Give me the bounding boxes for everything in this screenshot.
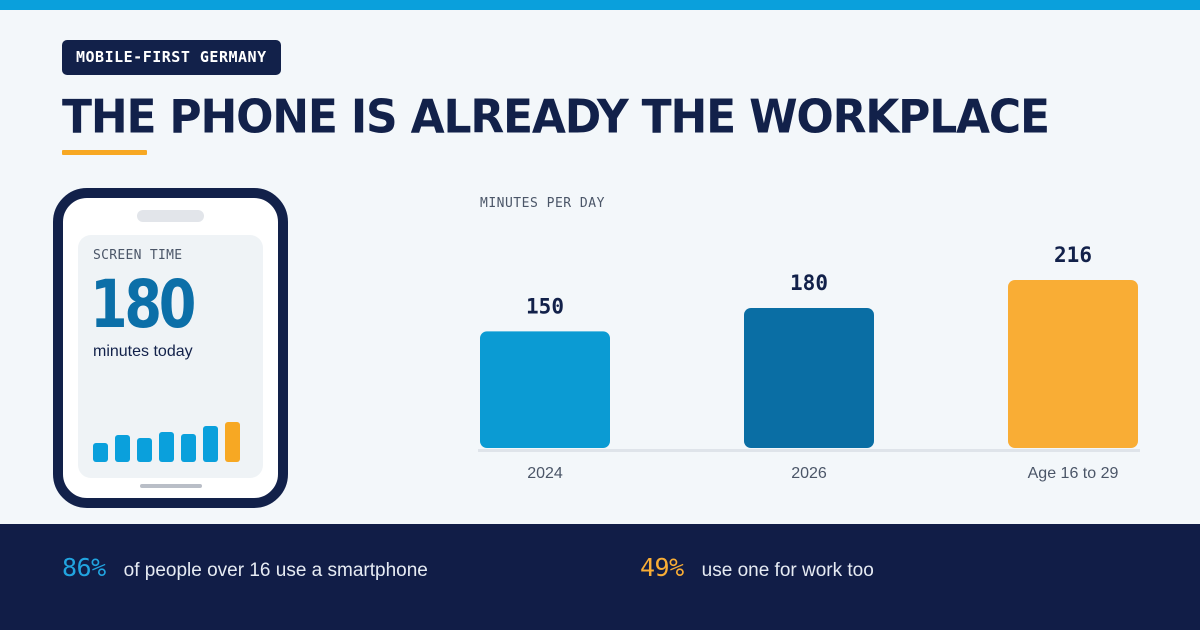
mini-bar (203, 426, 218, 462)
stat-text: use one for work too (701, 560, 874, 581)
eyebrow-tag: MOBILE-FIRST GERMANY (62, 40, 281, 75)
stat-text: of people over 16 use a smartphone (123, 560, 428, 581)
stat-value: 86% (62, 553, 106, 582)
screen-time-caption: minutes today (93, 343, 193, 360)
chart-baseline (478, 449, 1140, 452)
stat-smartphone-users: 86% of people over 16 use a smartphone (62, 553, 428, 582)
mini-bar (93, 443, 108, 462)
phone-illustration: SCREEN TIME 180 minutes today (53, 188, 288, 508)
phone-home-indicator (140, 484, 202, 488)
footer-stats-band: 86% of people over 16 use a smartphone 4… (0, 524, 1200, 630)
chart-title: MINUTES PER DAY (480, 196, 605, 211)
category-label: 2026 (791, 465, 827, 482)
mini-bar (159, 432, 174, 462)
screen-time-value: 180 (90, 266, 196, 343)
mini-bar (181, 434, 196, 462)
stat-value: 49% (640, 553, 684, 582)
bar-1 (744, 308, 874, 448)
bar-value-label: 216 (1054, 243, 1092, 267)
title-underline (62, 150, 147, 155)
bar-0 (480, 331, 610, 448)
mini-bar-chart (93, 415, 253, 465)
screen-time-label: SCREEN TIME (93, 248, 183, 263)
bar-value-label: 180 (790, 271, 828, 295)
mini-bar (137, 438, 152, 462)
phone-speaker (137, 210, 204, 222)
category-label: Age 16 to 29 (1028, 465, 1119, 482)
phone-screen: SCREEN TIME 180 minutes today (78, 235, 263, 478)
page-title: THE PHONE IS ALREADY THE WORKPLACE (62, 90, 1050, 145)
bar-value-label: 150 (526, 294, 564, 318)
bar-chart: 150 2024 180 2026 216 Age 16 to 29 (478, 243, 1140, 482)
stat-work-use: 49% use one for work too (640, 553, 874, 582)
top-accent-stripe (0, 0, 1200, 10)
bar-2 (1008, 280, 1138, 448)
mini-bar (115, 435, 130, 462)
category-label: 2024 (527, 465, 563, 482)
mini-bar (225, 422, 240, 462)
